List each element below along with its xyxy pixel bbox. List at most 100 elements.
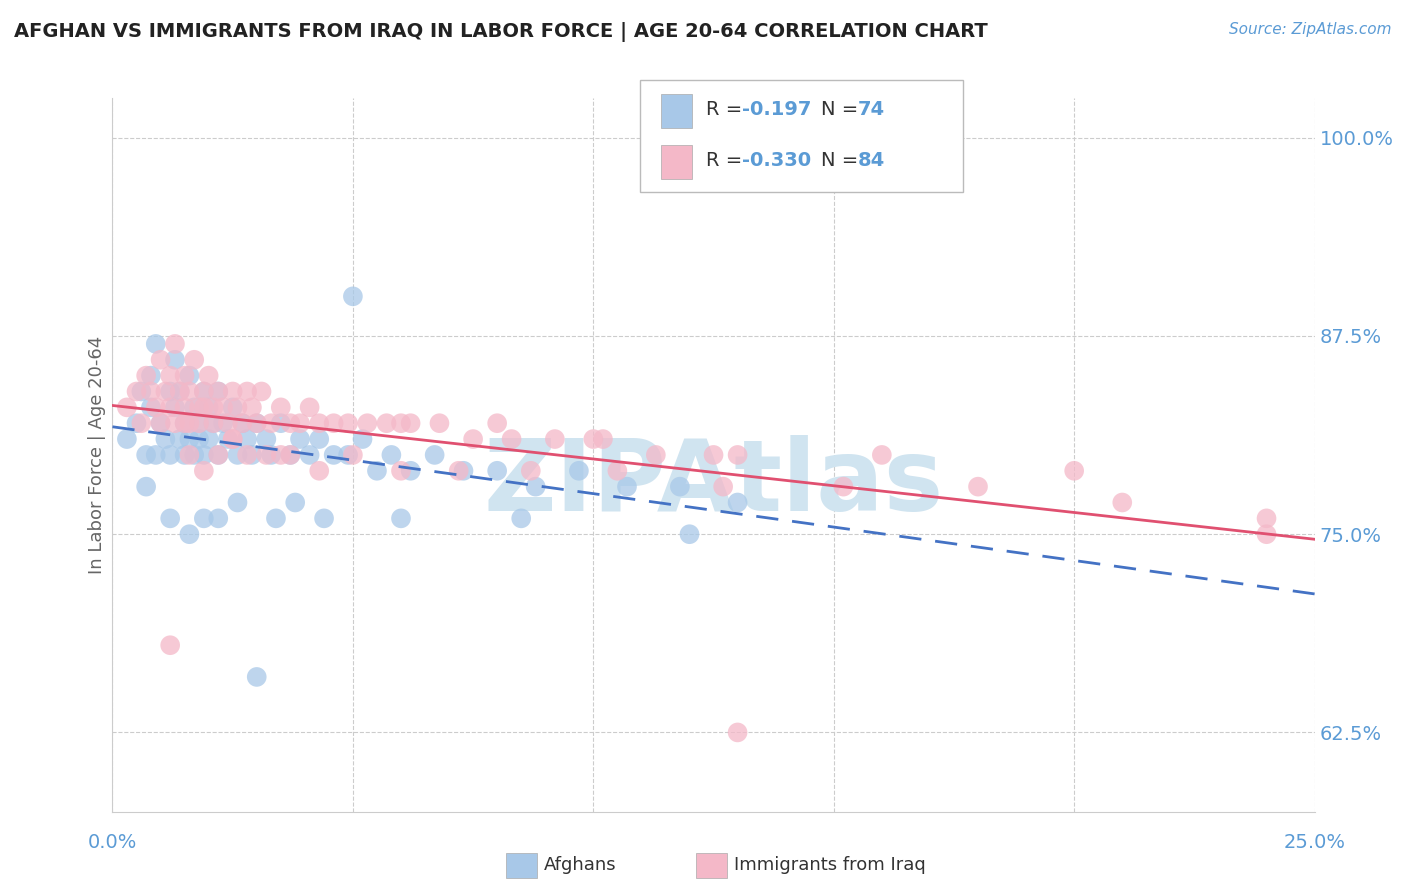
Point — [678, 527, 700, 541]
Point — [159, 384, 181, 399]
Point — [159, 448, 181, 462]
Point — [727, 495, 749, 509]
Point — [270, 401, 292, 415]
Point — [193, 448, 215, 462]
Point — [179, 416, 201, 430]
Text: AFGHAN VS IMMIGRANTS FROM IRAQ IN LABOR FORCE | AGE 20-64 CORRELATION CHART: AFGHAN VS IMMIGRANTS FROM IRAQ IN LABOR … — [14, 22, 988, 42]
Text: -0.330: -0.330 — [742, 151, 811, 169]
Point — [193, 401, 215, 415]
Point — [131, 384, 153, 399]
Point — [179, 527, 201, 541]
Point — [149, 416, 172, 430]
Point — [115, 401, 138, 415]
Point — [288, 416, 311, 430]
Point — [169, 384, 191, 399]
Point — [236, 432, 259, 446]
Point — [254, 448, 277, 462]
Text: -0.197: -0.197 — [742, 100, 811, 119]
Point — [202, 416, 225, 430]
Point — [1111, 495, 1133, 509]
Point — [870, 448, 893, 462]
Point — [212, 416, 235, 430]
Point — [254, 432, 277, 446]
Point — [188, 416, 211, 430]
Point — [260, 416, 283, 430]
Point — [486, 464, 509, 478]
Point — [163, 416, 186, 430]
Point — [207, 511, 229, 525]
Point — [202, 416, 225, 430]
Point — [231, 416, 253, 430]
Point — [145, 401, 167, 415]
Point — [308, 432, 330, 446]
Point — [145, 337, 167, 351]
Text: 25.0%: 25.0% — [1284, 833, 1346, 853]
Point — [179, 432, 201, 446]
Point — [159, 401, 181, 415]
Point — [356, 416, 378, 430]
Point — [222, 432, 245, 446]
Point — [169, 432, 191, 446]
Point — [270, 416, 292, 430]
Point — [524, 480, 547, 494]
Point — [1256, 527, 1278, 541]
Text: N =: N = — [821, 100, 865, 119]
Point — [159, 511, 181, 525]
Point — [149, 416, 172, 430]
Point — [222, 401, 245, 415]
Y-axis label: In Labor Force | Age 20-64: In Labor Force | Age 20-64 — [87, 335, 105, 574]
Point — [212, 401, 235, 415]
Point — [236, 448, 259, 462]
Point — [520, 464, 543, 478]
Point — [226, 401, 249, 415]
Point — [270, 448, 292, 462]
Point — [423, 448, 446, 462]
Point — [135, 448, 157, 462]
Point — [375, 416, 398, 430]
Point — [246, 670, 269, 684]
Point — [173, 368, 195, 383]
Point — [188, 401, 211, 415]
Point — [226, 448, 249, 462]
Point — [240, 448, 263, 462]
Point — [322, 448, 344, 462]
Point — [308, 416, 330, 430]
Point — [163, 401, 186, 415]
Point — [236, 384, 259, 399]
Point — [222, 384, 245, 399]
Point — [246, 416, 269, 430]
Point — [352, 432, 374, 446]
Point — [155, 432, 177, 446]
Point — [453, 464, 475, 478]
Point — [207, 448, 229, 462]
Point — [264, 511, 287, 525]
Point — [115, 432, 138, 446]
Point — [510, 511, 533, 525]
Point — [501, 432, 523, 446]
Point — [183, 352, 205, 367]
Point — [389, 464, 412, 478]
Point — [222, 432, 245, 446]
Point — [163, 337, 186, 351]
Point — [447, 464, 470, 478]
Point — [461, 432, 484, 446]
Point — [568, 464, 591, 478]
Point — [179, 384, 201, 399]
Point — [226, 495, 249, 509]
Point — [207, 384, 229, 399]
Text: N =: N = — [821, 151, 865, 169]
Point — [644, 448, 666, 462]
Point — [399, 464, 422, 478]
Point — [727, 448, 749, 462]
Point — [260, 448, 283, 462]
Point — [217, 416, 239, 430]
Point — [366, 464, 388, 478]
Point — [169, 384, 191, 399]
Point — [1063, 464, 1085, 478]
Point — [135, 368, 157, 383]
Point — [399, 416, 422, 430]
Point — [188, 432, 211, 446]
Point — [280, 448, 302, 462]
Point — [342, 448, 364, 462]
Point — [389, 416, 412, 430]
